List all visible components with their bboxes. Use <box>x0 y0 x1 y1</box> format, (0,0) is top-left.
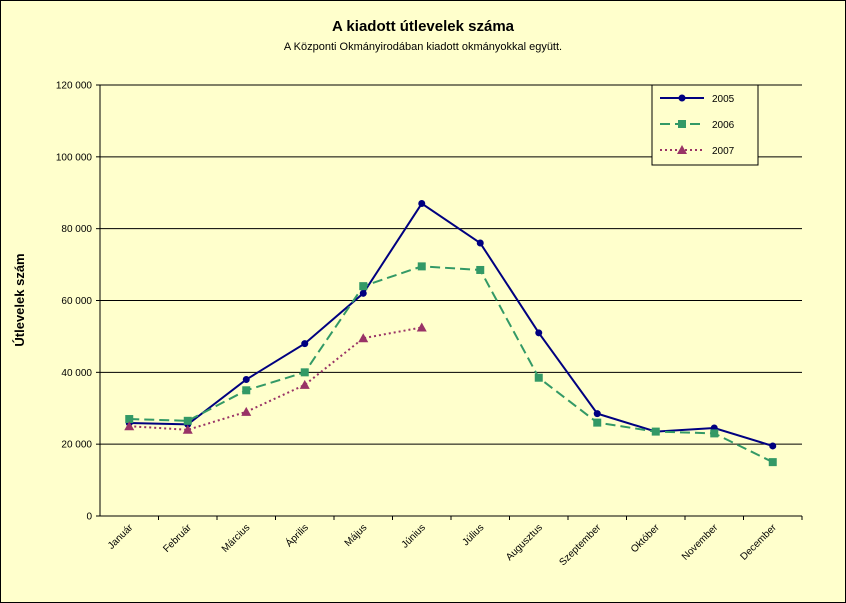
line-marker <box>125 415 134 424</box>
y-tick-label: 60 000 <box>61 296 92 307</box>
line-marker <box>535 329 543 337</box>
line-marker <box>417 262 426 271</box>
y-tick-label: 80 000 <box>61 224 92 235</box>
line-marker <box>593 410 601 418</box>
line-marker <box>593 418 602 427</box>
line-marker <box>416 322 427 332</box>
line-marker <box>678 94 686 102</box>
y-tick-label: 100 000 <box>56 152 93 163</box>
line-marker <box>418 200 426 208</box>
line-marker <box>299 379 310 389</box>
line-marker <box>359 289 367 297</box>
line-marker <box>769 442 777 450</box>
series-line <box>129 265 774 464</box>
line-marker <box>241 406 252 416</box>
line-marker <box>678 120 686 128</box>
line-marker <box>124 421 135 431</box>
line-marker <box>476 265 485 274</box>
line-marker <box>301 340 309 348</box>
line-marker <box>183 416 192 425</box>
legend-label: 2005 <box>712 94 735 105</box>
line-marker <box>300 368 309 377</box>
y-tick-label: 40 000 <box>61 368 92 379</box>
line-marker <box>534 373 543 382</box>
y-tick-label: 0 <box>86 512 92 523</box>
y-axis-label: Útlevelek szám <box>12 253 27 346</box>
legend-label: 2007 <box>712 146 735 157</box>
y-tick-label: 20 000 <box>61 440 92 451</box>
line-marker <box>358 333 369 343</box>
line-marker <box>242 386 251 395</box>
line-marker <box>677 145 687 154</box>
line-marker <box>242 376 250 384</box>
legend-label: 2006 <box>712 120 735 131</box>
line-marker <box>182 424 193 434</box>
line-marker <box>476 239 484 247</box>
chart-subtitle: A Központi Okmányirodában kiadott okmány… <box>284 41 562 53</box>
chart-title: A kiadott útlevelek száma <box>332 18 515 35</box>
line-marker <box>359 282 368 291</box>
line-marker <box>651 427 660 436</box>
line-marker <box>768 458 777 467</box>
line-marker <box>710 429 719 438</box>
y-tick-label: 120 000 <box>56 81 93 92</box>
